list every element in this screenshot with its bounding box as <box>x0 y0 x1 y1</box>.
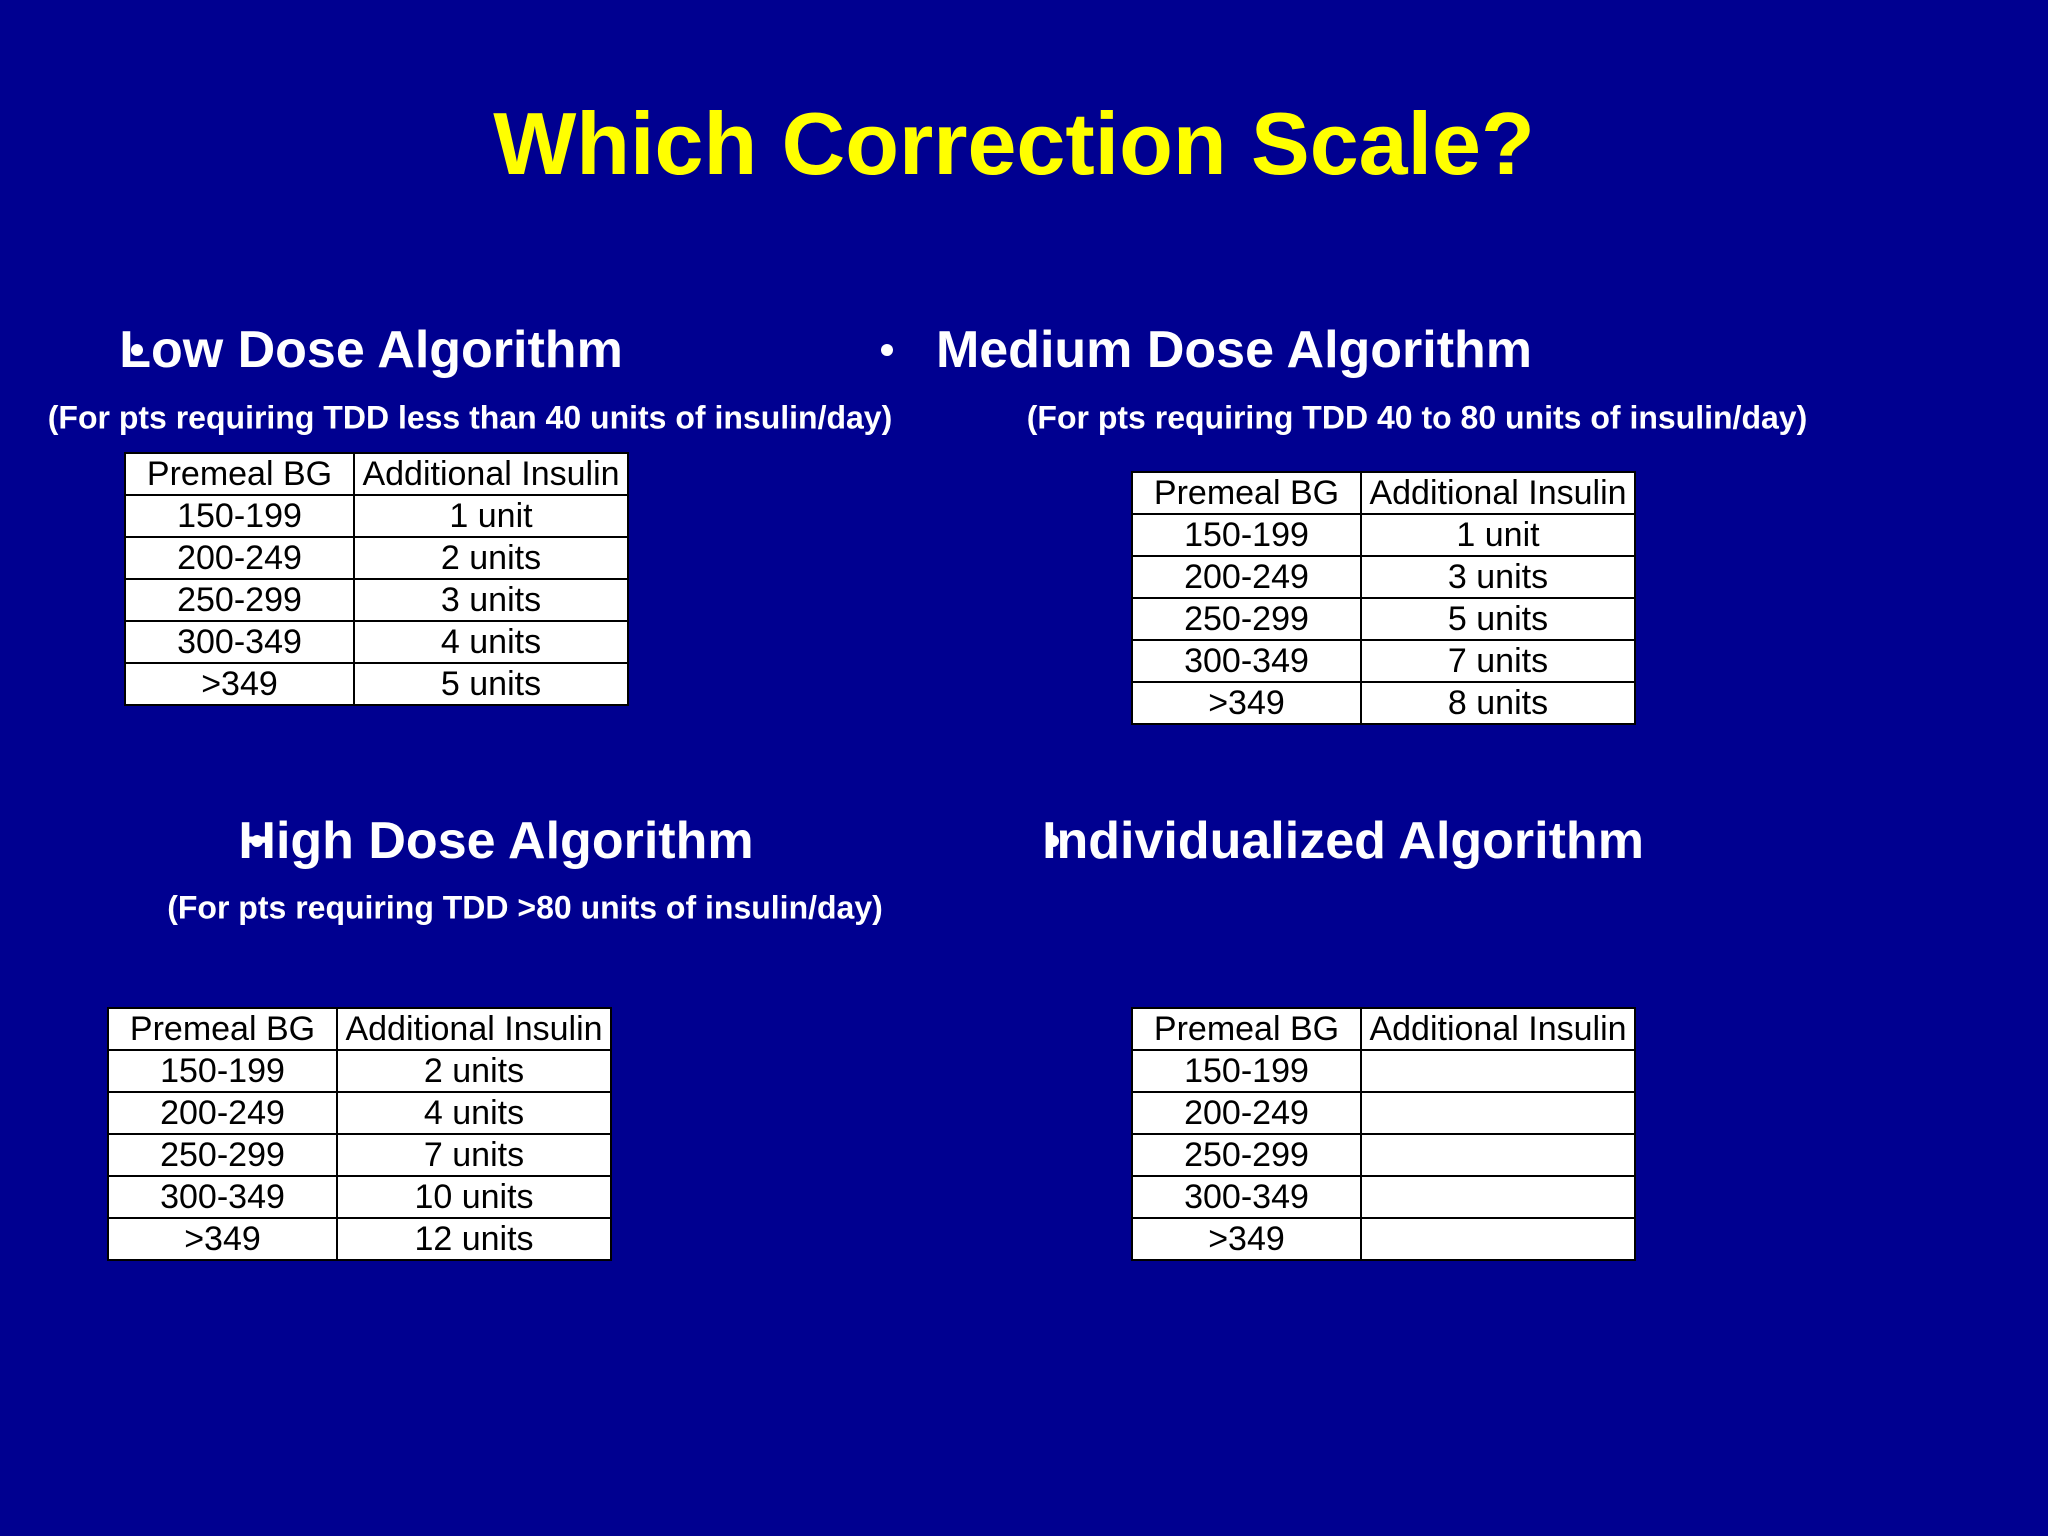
header-cell: Additional Insulin <box>1360 1007 1636 1051</box>
table-cell: 150-199 <box>124 494 355 538</box>
table-cell: 12 units <box>336 1217 612 1261</box>
bullet <box>251 835 263 847</box>
header-cell: Premeal BG <box>124 452 355 496</box>
table-row: 150-199 2 units <box>107 1049 612 1093</box>
table-cell: 200-249 <box>124 536 355 580</box>
section-subtitle: (For pts requiring TDD less than 40 unit… <box>47 399 893 436</box>
table-cell: 8 units <box>1360 681 1636 725</box>
header-cell: Additional Insulin <box>336 1007 612 1051</box>
section-subtitle: (For pts requiring TDD >80 units of insu… <box>167 889 883 926</box>
table-cell: 3 units <box>353 578 629 622</box>
table-cell: 200-249 <box>107 1091 338 1135</box>
table-row: >349 8 units <box>1131 681 1636 725</box>
empty-cell <box>1360 1091 1636 1135</box>
table-row: 300-349 4 units <box>124 620 629 664</box>
table-row: 300-349 7 units <box>1131 639 1636 683</box>
table-row: 250-299 7 units <box>107 1133 612 1177</box>
section-subtitle: (For pts requiring TDD 40 to 80 units of… <box>1026 399 1808 436</box>
table-cell: 3 units <box>1360 555 1636 599</box>
table-body: Premeal BG Additional Insulin 150-199 1 uni… <box>124 452 629 706</box>
table-body: Premeal BG Additional Insulin 150-199 1 uni… <box>1131 471 1636 725</box>
table-cell: >349 <box>107 1217 338 1261</box>
empty-cell <box>1360 1175 1636 1219</box>
table-cell: 150-199 <box>1131 513 1362 557</box>
table-cell: 250-299 <box>1131 597 1362 641</box>
dose-table: Premeal BG Additional Insulin 150-199 200-2… <box>1131 1007 1636 1261</box>
table-row: 150-199 1 unit <box>124 494 629 538</box>
empty-cell <box>1360 1133 1636 1177</box>
table-cell: 7 units <box>1360 639 1636 683</box>
table-row: 200-249 4 units <box>107 1091 612 1135</box>
table-cell: 150-199 <box>107 1049 338 1093</box>
table-cell: 150-199 <box>1131 1049 1362 1093</box>
table-cell: 1 unit <box>1360 513 1636 557</box>
section-heading: Medium Dose Algorithm <box>935 321 1533 379</box>
table-cell: 5 units <box>1360 597 1636 641</box>
table-row: 150-199 1 unit <box>1131 513 1636 557</box>
header-row: Premeal BG Additional Insulin <box>107 1007 612 1051</box>
table-cell: 7 units <box>336 1133 612 1177</box>
empty-cell <box>1360 1049 1636 1093</box>
section-heading: Individualized Algorithm <box>1042 812 1644 870</box>
header-cell: Additional Insulin <box>353 452 629 496</box>
header-cell: Premeal BG <box>1131 471 1362 515</box>
header-cell: Premeal BG <box>107 1007 338 1051</box>
header-cell: Premeal BG <box>1131 1007 1362 1051</box>
bullet <box>1047 835 1059 847</box>
table-body: Premeal BG Additional Insulin 150-199 200-2… <box>1131 1007 1636 1261</box>
table-cell: 1 unit <box>353 494 629 538</box>
dose-table: Premeal BG Additional Insulin 150-199 1 uni… <box>1131 471 1636 725</box>
header-row: Premeal BG Additional Insulin <box>1131 1007 1636 1051</box>
table-cell: 2 units <box>336 1049 612 1093</box>
table-row: 200-249 2 units <box>124 536 629 580</box>
dose-table: Premeal BG Additional Insulin 150-199 1 uni… <box>124 452 629 706</box>
bullet <box>881 344 893 356</box>
header-row: Premeal BG Additional Insulin <box>124 452 629 496</box>
table-row: 300-349 <box>1131 1175 1636 1219</box>
table-cell: 300-349 <box>107 1175 338 1219</box>
header-cell: Additional Insulin <box>1360 471 1636 515</box>
table-cell: 2 units <box>353 536 629 580</box>
empty-cell <box>1360 1217 1636 1261</box>
table-cell: 200-249 <box>1131 555 1362 599</box>
section-heading: Low Dose Algorithm <box>119 321 623 379</box>
table-row: 200-249 3 units <box>1131 555 1636 599</box>
table-cell: >349 <box>124 662 355 706</box>
table-row: >349 <box>1131 1217 1636 1261</box>
table-cell: >349 <box>1131 1217 1362 1261</box>
header-row: Premeal BG Additional Insulin <box>1131 471 1636 515</box>
table-row: 150-199 <box>1131 1049 1636 1093</box>
table-row: 250-299 5 units <box>1131 597 1636 641</box>
table-cell: 250-299 <box>107 1133 338 1177</box>
table-cell: 200-249 <box>1131 1091 1362 1135</box>
section-heading: High Dose Algorithm <box>238 812 754 870</box>
table-body: Premeal BG Additional Insulin 150-199 2 uni… <box>107 1007 612 1261</box>
table-cell: 250-299 <box>124 578 355 622</box>
table-cell: 4 units <box>353 620 629 664</box>
slide-title: Which Correction Scale? <box>493 94 1535 193</box>
table-row: 200-249 <box>1131 1091 1636 1135</box>
table-cell: 300-349 <box>124 620 355 664</box>
dose-table: Premeal BG Additional Insulin 150-199 2 uni… <box>107 1007 612 1261</box>
table-cell: >349 <box>1131 681 1362 725</box>
table-row: 300-349 10 units <box>107 1175 612 1219</box>
table-row: >349 12 units <box>107 1217 612 1261</box>
table-cell: 4 units <box>336 1091 612 1135</box>
table-cell: 300-349 <box>1131 1175 1362 1219</box>
table-cell: 5 units <box>353 662 629 706</box>
table-cell: 250-299 <box>1131 1133 1362 1177</box>
table-row: 250-299 <box>1131 1133 1636 1177</box>
table-row: >349 5 units <box>124 662 629 706</box>
table-row: 250-299 3 units <box>124 578 629 622</box>
bullet <box>131 344 143 356</box>
table-cell: 300-349 <box>1131 639 1362 683</box>
table-cell: 10 units <box>336 1175 612 1219</box>
